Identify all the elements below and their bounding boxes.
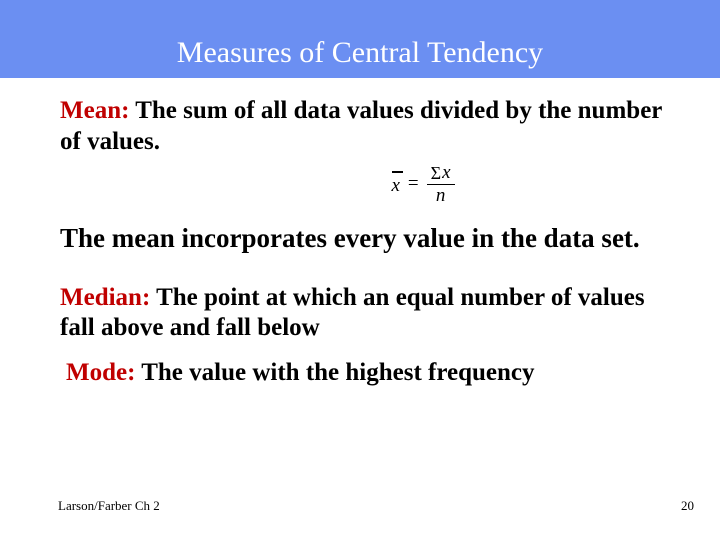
- mean-note: The mean incorporates every value in the…: [60, 222, 666, 255]
- mean-formula: x = Σx n: [60, 163, 666, 206]
- sigma-icon: Σ: [431, 164, 441, 183]
- footer-source: Larson/Farber Ch 2: [58, 498, 160, 514]
- mode-term: Mode:: [66, 359, 135, 386]
- formula-num-var: x: [442, 163, 450, 183]
- page-number: 20: [681, 498, 694, 514]
- formula-xbar: x: [391, 171, 399, 197]
- mean-definition: Mean: The sum of all data values divided…: [60, 96, 666, 157]
- formula-fraction: Σx n: [427, 163, 455, 206]
- formula-denominator: n: [436, 185, 446, 206]
- mean-term: Mean:: [60, 97, 129, 124]
- mean-text: The sum of all data values divided by th…: [60, 97, 662, 155]
- mode-text: The value with the highest frequency: [135, 359, 534, 386]
- slide-title: Measures of Central Tendency: [177, 36, 543, 70]
- median-definition: Median: The point at which an equal numb…: [60, 283, 666, 344]
- formula-equals: =: [408, 173, 419, 195]
- median-term: Median:: [60, 284, 150, 311]
- content-area: Mean: The sum of all data values divided…: [0, 78, 720, 388]
- title-bar: Measures of Central Tendency: [0, 0, 720, 78]
- mode-definition: Mode: The value with the highest frequen…: [60, 358, 666, 389]
